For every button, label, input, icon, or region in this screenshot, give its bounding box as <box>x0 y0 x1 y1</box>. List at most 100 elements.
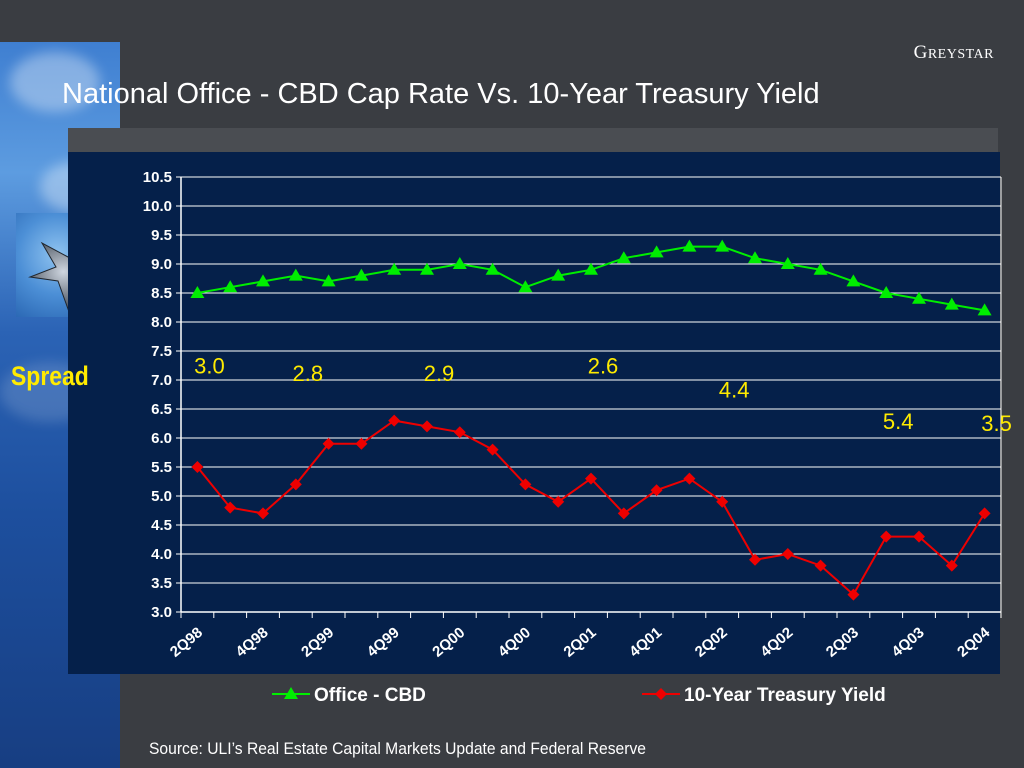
legend-treasury-marker <box>655 688 667 700</box>
page-title: National Office - CBD Cap Rate Vs. 10-Ye… <box>62 78 820 110</box>
office-point <box>518 280 533 293</box>
legend-office-marker <box>284 687 298 699</box>
treasury-point <box>650 484 663 497</box>
treasury-point <box>749 553 761 566</box>
treasury-point <box>880 530 893 543</box>
y-tick-label: 7.0 <box>151 372 172 389</box>
office-point <box>780 257 795 269</box>
y-tick-label: 8.5 <box>151 285 172 302</box>
x-tick-label: 4Q01 <box>626 624 665 661</box>
office-point <box>485 262 500 275</box>
treasury-point <box>945 559 958 572</box>
legend-treasury-label: 10-Year Treasury Yield <box>684 685 886 706</box>
treasury-point <box>617 507 630 520</box>
x-tick-label: 4Q98 <box>233 624 272 661</box>
office-point <box>944 297 959 310</box>
treasury-point <box>913 530 925 543</box>
source-note: Source: ULI’s Real Estate Capital Market… <box>149 739 646 758</box>
x-tick-label: 2Q98 <box>167 624 206 661</box>
x-tick-label: 2Q03 <box>823 624 862 661</box>
treasury-point <box>191 461 204 473</box>
treasury-point <box>978 507 991 520</box>
office-point <box>288 268 303 281</box>
y-tick-label: 10.5 <box>143 169 172 186</box>
office-point <box>354 268 369 281</box>
treasury-point <box>355 437 368 450</box>
y-tick-label: 6.5 <box>151 401 172 418</box>
office-point <box>649 245 664 258</box>
legend-office-label: Office - CBD <box>314 685 426 706</box>
office-series-line <box>197 245 985 312</box>
treasury-point <box>486 443 499 456</box>
treasury-point <box>322 437 335 450</box>
x-tick-label: 2Q99 <box>298 624 337 661</box>
spread-value-label: 2.8 <box>293 361 324 386</box>
x-tick-label: 2Q00 <box>429 624 468 661</box>
office-point <box>715 239 730 252</box>
treasury-point <box>224 501 237 514</box>
office-point <box>748 251 762 264</box>
spread-value-label: 3.0 <box>194 354 225 379</box>
header-bar <box>68 128 998 153</box>
brand-logo: GREYSTAR <box>914 42 994 64</box>
y-tick-label: 9.5 <box>151 227 172 244</box>
office-point <box>813 262 828 275</box>
office-point <box>977 303 992 316</box>
y-tick-label: 3.0 <box>151 604 172 621</box>
y-tick-label: 3.5 <box>151 575 172 592</box>
x-tick-label: 2Q02 <box>692 624 731 661</box>
spread-value-label: 4.4 <box>719 377 750 402</box>
treasury-point <box>585 472 597 485</box>
treasury-point <box>552 495 565 508</box>
treasury-point <box>421 420 433 433</box>
office-point <box>584 262 598 275</box>
spread-value-label: 5.4 <box>883 409 914 434</box>
treasury-point <box>388 414 401 427</box>
treasury-series-line <box>196 419 986 597</box>
treasury-point <box>519 478 532 491</box>
office-point <box>879 286 894 298</box>
y-tick-label: 4.0 <box>151 546 172 563</box>
office-point <box>912 291 926 304</box>
office-point <box>387 262 402 275</box>
spread-value-label: 2.9 <box>424 361 455 386</box>
treasury-point <box>716 495 729 508</box>
office-point <box>223 280 238 293</box>
brand-rest: REYSTAR <box>927 47 994 62</box>
office-point <box>682 239 697 252</box>
office-point <box>452 257 467 269</box>
treasury-point <box>683 472 696 485</box>
y-tick-label: 8.0 <box>151 314 172 331</box>
x-tick-label: 4Q03 <box>889 624 928 661</box>
x-tick-label: 4Q00 <box>495 624 534 661</box>
spread-value-label: 3.5 <box>981 411 1012 436</box>
treasury-point <box>453 426 466 439</box>
y-tick-label: 4.5 <box>151 517 172 534</box>
office-point <box>616 251 631 264</box>
x-tick-label: 2Q04 <box>954 624 994 661</box>
x-tick-label: 2Q01 <box>561 624 600 661</box>
treasury-point <box>289 478 302 491</box>
treasury-point <box>814 559 827 572</box>
office-point <box>846 274 861 287</box>
office-point <box>256 274 270 287</box>
brand-initial: G <box>913 42 928 63</box>
x-tick-label: 4Q02 <box>757 624 796 661</box>
office-point <box>551 268 566 281</box>
y-tick-label: 5.0 <box>151 488 172 505</box>
y-tick-label: 7.5 <box>151 343 172 360</box>
office-point <box>190 286 205 298</box>
office-point <box>420 262 434 275</box>
x-tick-label: 4Q99 <box>364 624 403 661</box>
treasury-point <box>847 588 860 601</box>
y-tick-label: 10.0 <box>143 198 172 215</box>
treasury-point <box>781 548 794 560</box>
treasury-point <box>257 507 269 520</box>
y-tick-label: 6.0 <box>151 430 172 447</box>
y-tick-label: 9.0 <box>151 256 172 273</box>
office-point <box>321 274 336 287</box>
spread-label: Spread <box>11 361 89 391</box>
y-tick-label: 5.5 <box>151 459 172 476</box>
spread-value-label: 2.6 <box>588 354 619 379</box>
